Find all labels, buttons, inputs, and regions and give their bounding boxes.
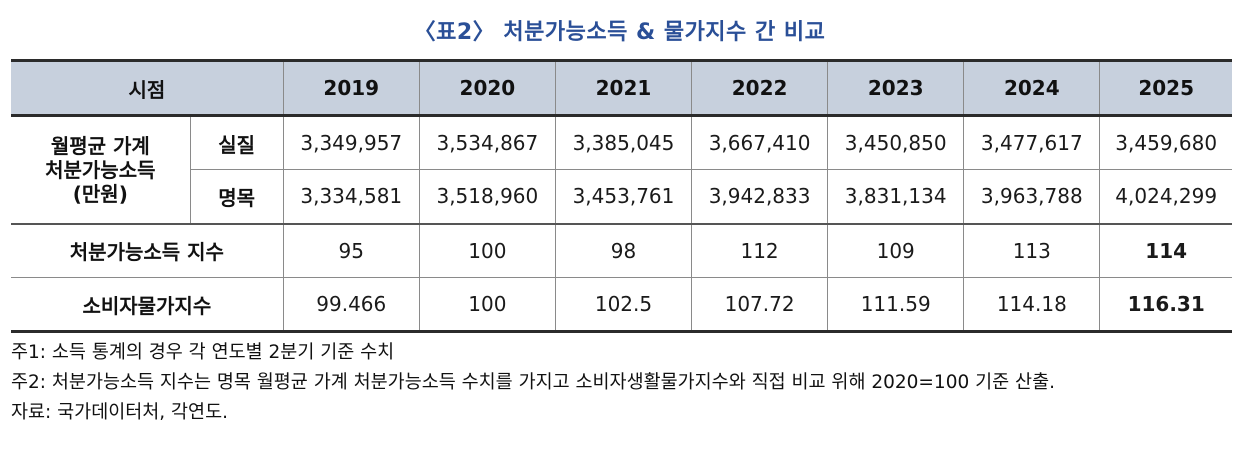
cell-value: 3,518,960 — [418, 169, 556, 224]
cell-value: 3,349,957 — [282, 115, 420, 170]
cell-value: 112 — [691, 222, 829, 278]
cell-value: 3,942,833 — [691, 169, 829, 224]
cell-value: 4,024,299 — [1099, 169, 1232, 224]
footnote-1: 주1: 소득 통계의 경우 각 연도별 2분기 기준 수치 — [11, 342, 395, 363]
header-year: 2024 — [963, 60, 1101, 117]
header-year: 2019 — [282, 60, 420, 117]
cell-value: 3,667,410 — [691, 115, 829, 170]
table-row-real: 월평균 가계 처분가능소득 (만원) 실질 3,349,957 3,534,86… — [11, 115, 1232, 224]
cell-value: 3,534,867 — [418, 115, 556, 170]
cell-value: 98 — [554, 222, 693, 278]
cell-value: 95 — [282, 222, 420, 278]
cell-value: 114.18 — [963, 277, 1101, 332]
footnotes: 주1: 소득 통계의 경우 각 연도별 2분기 기준 수치 주2: 처분가능소득… — [11, 338, 1055, 428]
cell-value: 3,453,761 — [554, 169, 693, 224]
cell-value: 3,963,788 — [963, 169, 1101, 224]
cell-value: 3,831,134 — [827, 169, 965, 224]
source-note: 자료: 국가데이터처, 각연도. — [11, 402, 228, 423]
footnote-2: 주2: 처분가능소득 지수는 명목 월평균 가계 처분가능소득 수치를 가지고 … — [11, 372, 1055, 393]
cell-value: 3,385,045 — [554, 115, 693, 170]
cell-value: 109 — [827, 222, 965, 278]
table-row-cpi: 소비자물가지수 99.466 100 102.5 107.72 111.59 1… — [11, 277, 1232, 332]
row-label-cpi: 소비자물가지수 — [11, 277, 284, 332]
comparison-table: 시점 2019 2020 2021 2022 2023 2024 2025 월평… — [11, 59, 1232, 333]
cell-value-highlight: 116.31 — [1099, 277, 1232, 332]
cell-value-highlight: 114 — [1099, 222, 1232, 278]
header-corner: 시점 — [11, 60, 284, 117]
header-year: 2022 — [691, 60, 829, 117]
cell-value: 3,459,680 — [1099, 115, 1232, 170]
group-label-line: (만원) — [72, 181, 128, 206]
cell-value: 3,334,581 — [282, 169, 420, 224]
table-row-income-index: 처분가능소득 지수 95 100 98 112 109 113 114 — [11, 222, 1232, 278]
cell-value: 3,477,617 — [963, 115, 1101, 170]
sub-label-nominal: 명목 — [190, 169, 284, 224]
row-label-income-index: 처분가능소득 지수 — [11, 222, 284, 278]
group-label-income: 월평균 가계 처분가능소득 (만원) — [11, 115, 191, 224]
cell-value: 107.72 — [691, 277, 829, 332]
cell-value: 111.59 — [827, 277, 965, 332]
cell-value: 100 — [418, 222, 556, 278]
cell-value: 102.5 — [554, 277, 693, 332]
table-title: 〈표2〉 처분가능소득 & 물가지수 간 비교 — [413, 20, 826, 45]
cell-value: 100 — [418, 277, 556, 332]
cell-value: 3,450,850 — [827, 115, 965, 170]
group-label-line: 월평균 가계 — [50, 133, 150, 158]
group-label-line: 처분가능소득 — [45, 157, 156, 182]
table-row-nominal: 명목 3,334,581 3,518,960 3,453,761 3,942,8… — [11, 169, 1232, 224]
sub-label-real: 실질 — [189, 115, 284, 170]
cell-value: 113 — [963, 222, 1101, 278]
cell-value: 99.466 — [282, 277, 420, 332]
header-year: 2020 — [418, 60, 556, 117]
header-year: 2021 — [554, 60, 693, 117]
header-year: 2023 — [827, 60, 965, 117]
header-year: 2025 — [1099, 60, 1232, 117]
header-row: 시점 2019 2020 2021 2022 2023 2024 2025 — [11, 60, 1232, 117]
